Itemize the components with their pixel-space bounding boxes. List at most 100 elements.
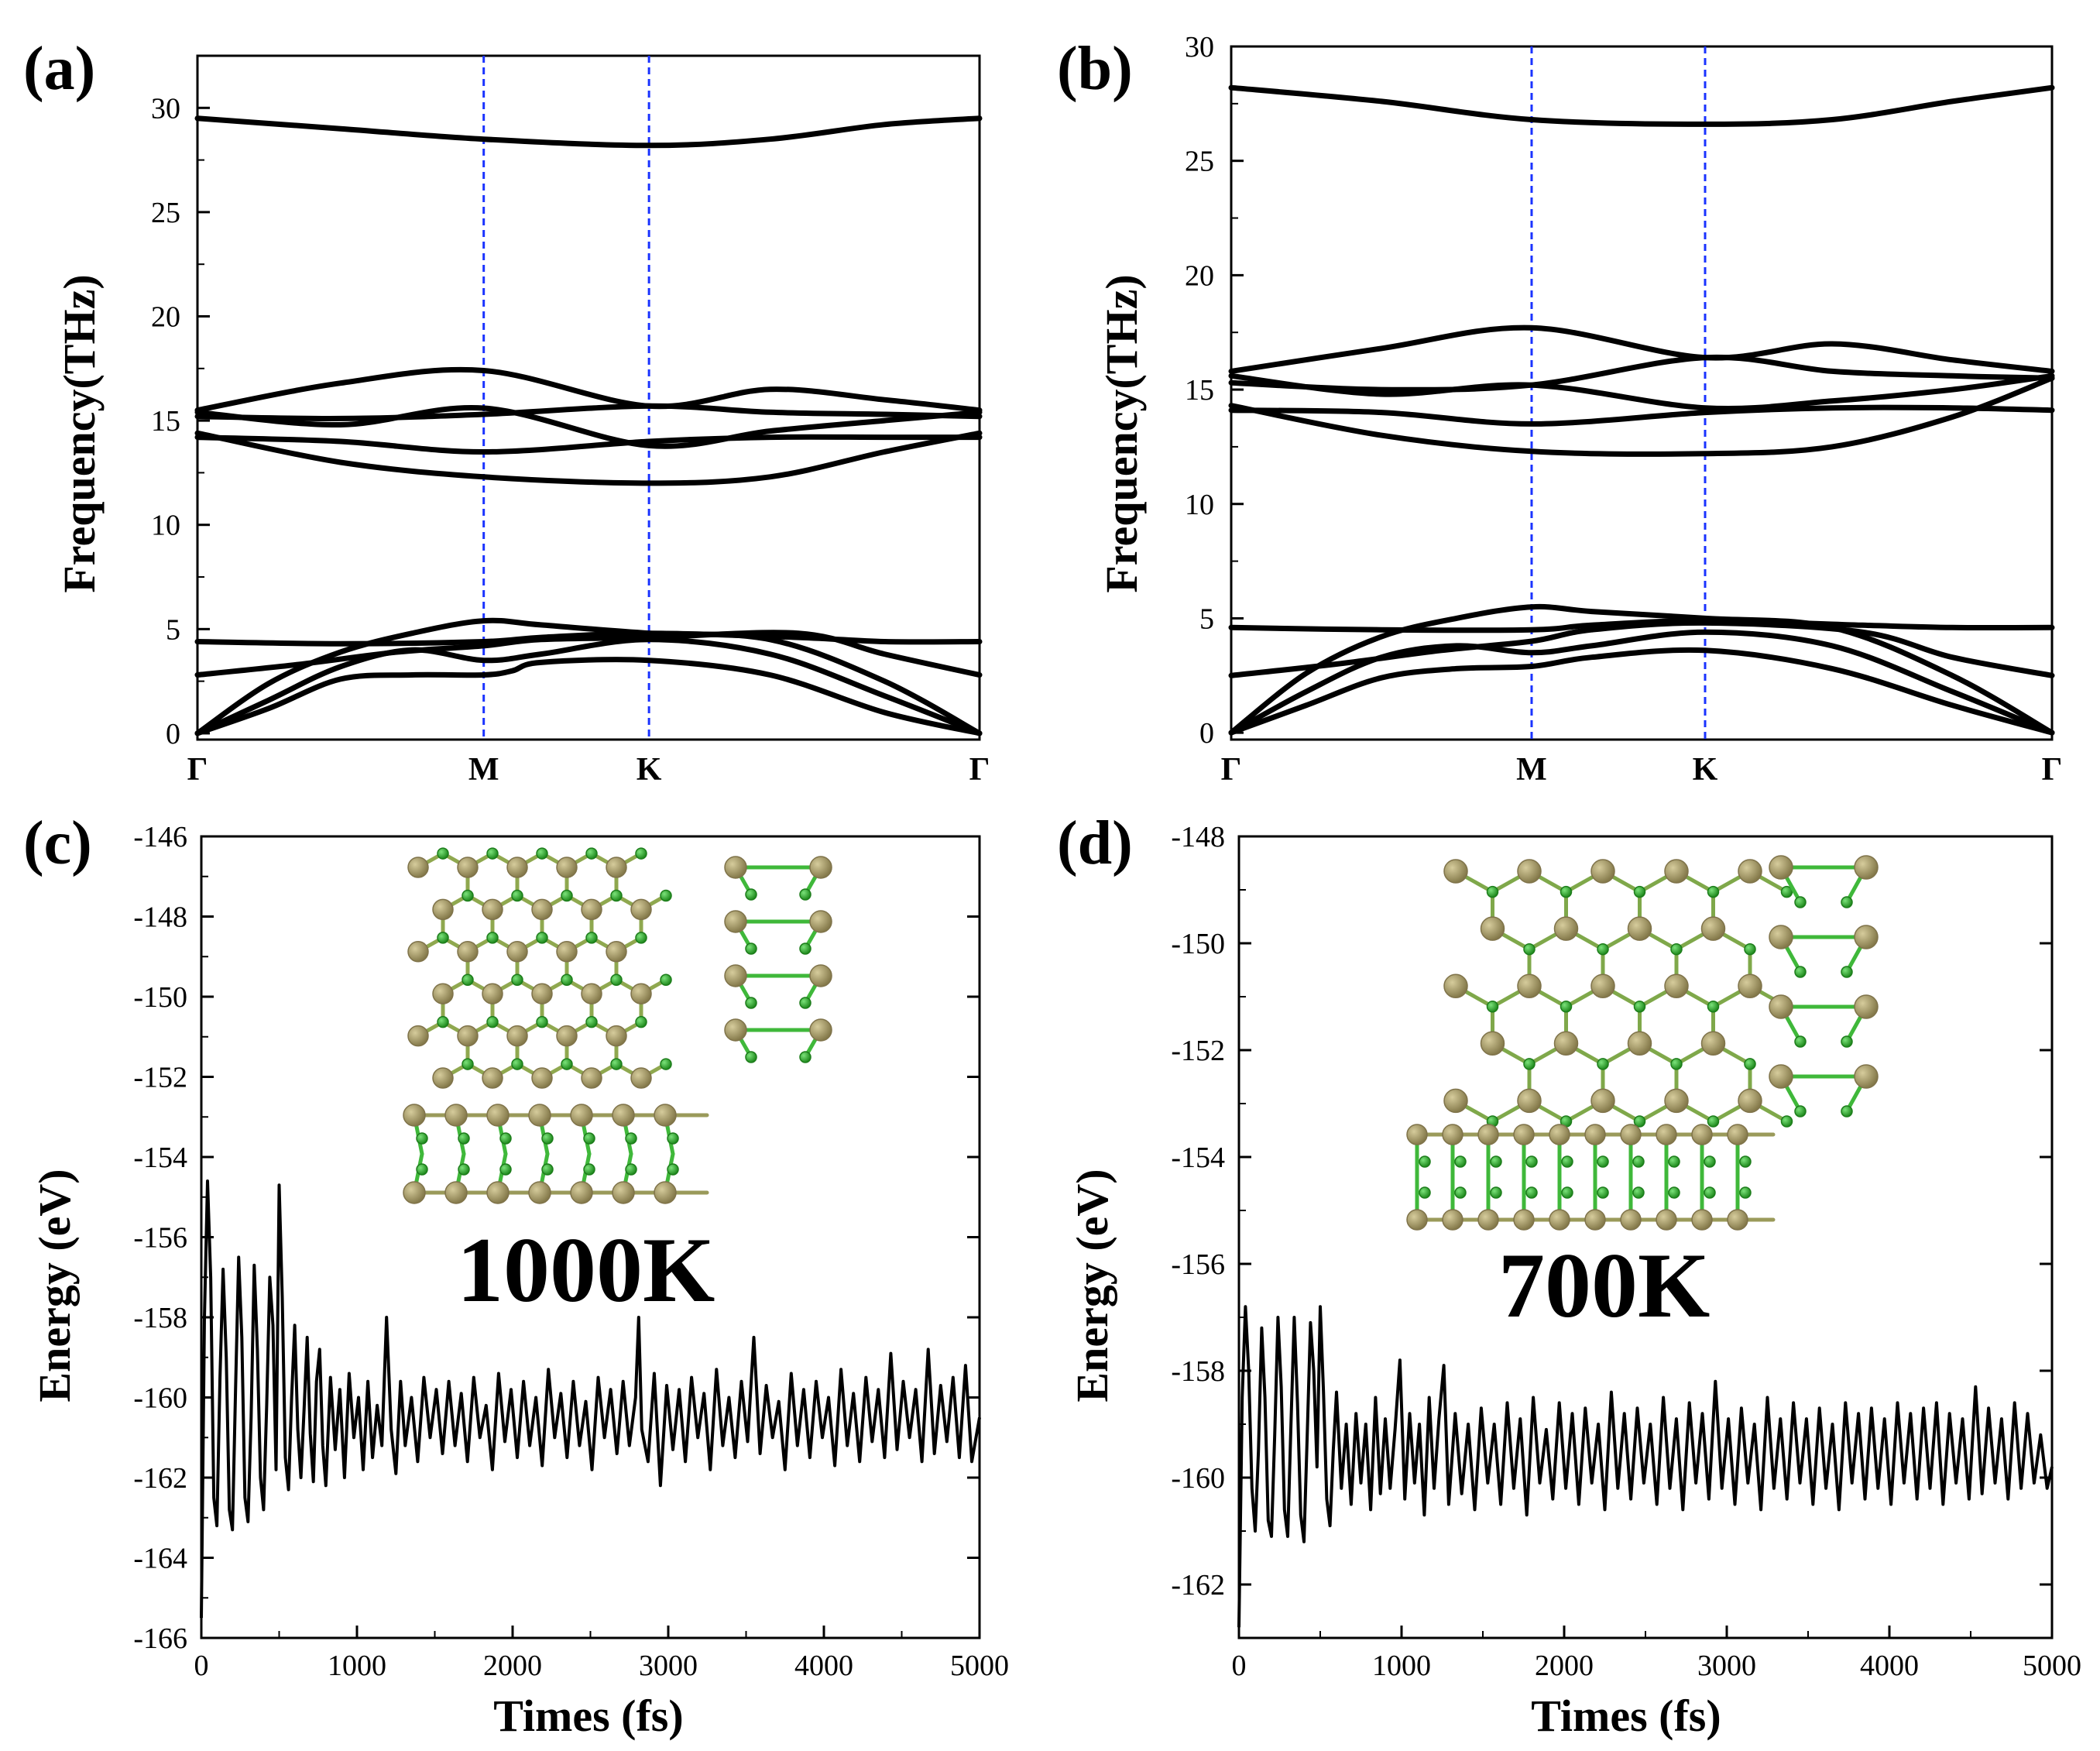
- light-atom: [561, 1058, 573, 1070]
- light-atom: [1794, 1105, 1807, 1118]
- metal-atom: [482, 1067, 503, 1089]
- light-atom: [1523, 1058, 1536, 1070]
- metal-atom: [630, 898, 652, 921]
- panel-d-xlabel: Times (fs): [1531, 1691, 1721, 1741]
- light-atom: [1707, 885, 1720, 898]
- light-atom: [1707, 1001, 1720, 1013]
- light-atom: [511, 973, 523, 987]
- panel-d-xtick-label: 1000: [1372, 1650, 1431, 1682]
- metal-atom: [1517, 973, 1542, 998]
- panel-c-ytick-label: -154: [133, 1142, 187, 1174]
- panel-d-ytick-label: -154: [1171, 1142, 1225, 1174]
- metal-atom: [581, 983, 602, 1004]
- metal-atom: [724, 856, 747, 879]
- panel-d-plot: -162 -160 -158 -156 -154 -152 -150 -148 0 1000 200…: [1171, 821, 2081, 1682]
- metal-atom: [1443, 859, 1468, 884]
- metal-atom: [531, 983, 553, 1004]
- light-atom: [585, 1015, 598, 1028]
- light-atom: [541, 1163, 554, 1176]
- panel-b-band-6: [1228, 404, 2055, 427]
- metal-atom: [1590, 859, 1615, 884]
- light-atom: [1486, 1001, 1499, 1013]
- panel-c-ytick-label: -158: [133, 1302, 187, 1334]
- metal-atom: [1727, 1209, 1748, 1231]
- metal-atom: [403, 1104, 426, 1127]
- light-atom: [1560, 1001, 1573, 1013]
- panel-b: (b) Frequency(THz) 0 5 10 15 20 25 30 Γ M K Γ: [1057, 31, 2062, 788]
- light-atom: [1490, 1155, 1502, 1168]
- panel-a-ylabel: Frequency(THz): [54, 274, 105, 592]
- metal-atom: [528, 1104, 551, 1127]
- light-atom: [610, 889, 623, 902]
- metal-atom: [809, 856, 832, 879]
- panel-a: (a) Frequency(THz) 0 5 10 15 20 25 30 Γ M K Γ: [23, 35, 990, 788]
- light-atom: [416, 1132, 428, 1145]
- metal-atom: [570, 1181, 593, 1204]
- light-atom: [541, 1132, 554, 1145]
- panel-a-kpoint-label: K: [637, 752, 662, 788]
- panel-c-xtick-label: 5000: [950, 1650, 1009, 1682]
- light-atom: [486, 1015, 499, 1028]
- metal-atom: [1769, 925, 1793, 949]
- metal-atom: [1406, 1209, 1428, 1231]
- metal-atom: [1553, 1031, 1579, 1056]
- light-atom: [561, 889, 573, 902]
- panel-d-energy-line: [1237, 1305, 2054, 1628]
- metal-atom: [1738, 859, 1762, 884]
- light-atom: [416, 1163, 428, 1176]
- metal-atom: [1769, 994, 1793, 1019]
- light-atom: [1525, 1155, 1538, 1168]
- metal-atom: [506, 941, 528, 963]
- panel-a-ytick-label: 15: [151, 405, 180, 438]
- metal-atom: [1854, 855, 1879, 880]
- metal-atom: [1513, 1209, 1535, 1231]
- metal-atom: [1477, 1209, 1499, 1231]
- panel-c-ytick-label: -162: [133, 1462, 187, 1495]
- metal-atom: [444, 1181, 468, 1204]
- light-atom: [1597, 942, 1609, 956]
- metal-atom: [1620, 1124, 1642, 1145]
- panel-d-ylabel: Energy (eV): [1067, 1169, 1117, 1402]
- light-atom: [1454, 1186, 1467, 1199]
- panel-b-ytick-label: 15: [1185, 374, 1214, 407]
- metal-atom: [724, 964, 747, 987]
- light-atom: [583, 1132, 595, 1145]
- panel-a-plot: 0 5 10 15 20 25 30 Γ M K Γ: [151, 54, 990, 788]
- panel-b-ytick-label: 10: [1185, 489, 1214, 521]
- light-atom: [1560, 885, 1573, 898]
- panel-a-label: (a): [23, 35, 95, 103]
- light-atom: [1561, 1186, 1573, 1199]
- light-atom: [1794, 966, 1807, 978]
- panel-a-kpoint-label: M: [468, 752, 499, 788]
- metal-atom: [1691, 1209, 1713, 1231]
- metal-atom: [1442, 1124, 1463, 1145]
- panel-d-ytick-label: -148: [1171, 821, 1225, 853]
- light-atom: [799, 942, 812, 955]
- panel-c-ytick-label: -148: [133, 901, 187, 934]
- panel-d-ytick-label: -152: [1171, 1035, 1225, 1067]
- light-atom: [660, 973, 672, 987]
- panel-c-xtick-label: 0: [194, 1650, 209, 1682]
- metal-atom: [1517, 1088, 1542, 1114]
- light-atom: [1597, 1186, 1609, 1199]
- light-atom: [1633, 1001, 1646, 1013]
- metal-atom: [432, 983, 454, 1004]
- panel-b-band-3: [1228, 603, 2055, 736]
- metal-atom: [1664, 1088, 1689, 1114]
- panel-b-band-2: [1228, 629, 2055, 736]
- metal-atom: [556, 857, 578, 878]
- metal-atom: [403, 1181, 426, 1204]
- light-atom: [486, 932, 499, 944]
- light-atom: [585, 932, 598, 944]
- light-atom: [561, 973, 573, 987]
- light-atom: [1794, 1035, 1807, 1048]
- light-atom: [1707, 1115, 1720, 1128]
- panel-d-xtick-label: 3000: [1697, 1650, 1756, 1682]
- metal-atom: [1656, 1124, 1677, 1145]
- light-atom: [499, 1132, 512, 1145]
- metal-atom: [1738, 973, 1762, 998]
- panel-a-band-8: [194, 403, 983, 421]
- metal-atom: [1854, 994, 1879, 1019]
- panel-d-xtick-label: 0: [1232, 1650, 1247, 1682]
